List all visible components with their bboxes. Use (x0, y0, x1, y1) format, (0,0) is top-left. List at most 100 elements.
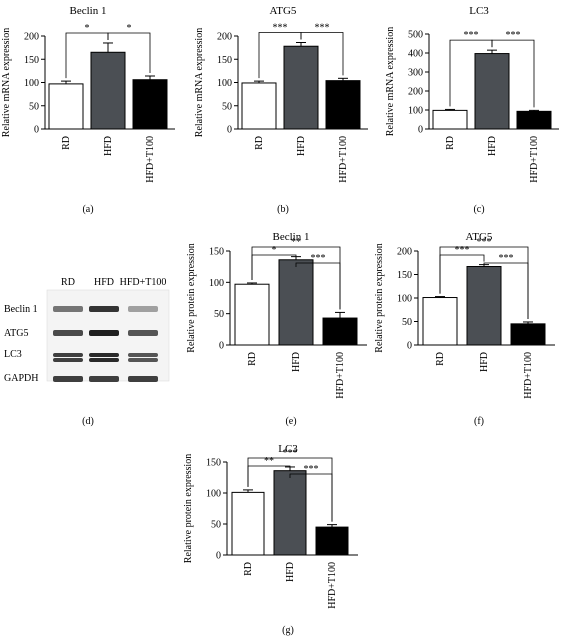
y-tick-label: 50 (29, 101, 39, 112)
y-tick-label: 150 (217, 55, 232, 66)
significance-label: * (85, 23, 90, 34)
bar-hfd-t100 (510, 323, 546, 346)
chart-title: LC3 (278, 443, 298, 455)
blot-panel-label: (d) (82, 416, 94, 427)
blot-band-lc3-lower-rd (53, 358, 83, 362)
bar-hfd (466, 266, 502, 346)
bar-hfd (283, 45, 319, 130)
y-tick-label: 200 (24, 32, 39, 43)
significance-label: *** (315, 23, 330, 34)
x-tick-label: HFD (285, 562, 296, 582)
y-tick-label: 150 (397, 270, 412, 281)
bar-rd (234, 283, 270, 346)
chart-panel-e: Beclin 1 0 50 100 150 Relative protein expres… (186, 231, 367, 427)
x-tick-label: RD (61, 136, 72, 150)
panel-label: (c) (473, 204, 484, 215)
blot-col-header-hfd-t100: HFD+T100 (120, 277, 167, 288)
significance-bracket (107, 32, 151, 73)
x-tick-label: HFD (103, 136, 114, 156)
chart-title: LC3 (469, 5, 489, 17)
bar-hfd-t100 (322, 317, 358, 346)
chart-panel-g: LC3 0 50 100 150 Relative protein expression R… (183, 443, 358, 636)
y-tick-label: 50 (211, 520, 221, 531)
x-tick-label: RD (435, 352, 446, 366)
x-tick-label: HFD+T100 (338, 136, 349, 183)
y-tick-label: 500 (408, 30, 423, 41)
significance-label: *** (311, 253, 326, 264)
significance-bracket (491, 39, 535, 108)
y-tick-label: 200 (408, 87, 423, 98)
significance-bracket (300, 32, 344, 76)
y-tick-label: 0 (407, 341, 412, 352)
blot-band-lc3-hfd-t100 (128, 353, 158, 357)
y-tick-label: 100 (397, 294, 412, 305)
y-tick-label: 100 (209, 278, 224, 289)
y-tick-label: 50 (222, 101, 232, 112)
y-tick-label: 0 (219, 341, 224, 352)
y-tick-label: 150 (206, 458, 221, 469)
y-tick-label: 100 (217, 78, 232, 89)
bar-rd (231, 491, 265, 556)
y-tick-label: 50 (214, 309, 224, 320)
chart-panel-a: Beclin 1 0 50 100 150 200 Relative mRNA expres… (1, 5, 175, 215)
x-tick-label: RD (243, 562, 254, 576)
y-tick-label: 100 (206, 489, 221, 500)
y-tick-label: 100 (408, 106, 423, 117)
panel-label: (g) (282, 625, 294, 636)
significance-label: *** (273, 23, 288, 34)
x-tick-label: HFD+T100 (523, 352, 534, 399)
western-blot-panel: RD HFD HFD+T100 Beclin 1 ATG5 LC3 GAPDH … (4, 277, 170, 427)
y-tick-label: 200 (397, 247, 412, 258)
significance-label: *** (506, 30, 521, 41)
significance-bracket (247, 457, 333, 522)
bar-rd (432, 109, 468, 130)
significance-bracket (439, 246, 529, 319)
blot-row-label-beclin1: Beclin 1 (4, 304, 38, 315)
panel-label: (a) (82, 204, 93, 215)
significance-label: ** (264, 456, 274, 467)
y-tick-label: 50 (402, 317, 412, 328)
blot-band-lc3-lower-hfd (89, 358, 119, 362)
x-tick-label: HFD+T100 (145, 136, 156, 183)
y-tick-label: 200 (217, 32, 232, 43)
significance-label: * (127, 23, 132, 34)
blot-row-label-gapdh: GAPDH (4, 373, 38, 384)
blot-band-beclin1-rd (53, 306, 83, 312)
panel-label: (b) (277, 204, 289, 215)
y-tick-label: 0 (34, 125, 39, 136)
y-tick-label: 0 (418, 125, 423, 136)
y-axis-label: Relative mRNA expression (194, 28, 205, 137)
x-tick-label: RD (445, 136, 456, 150)
x-tick-label: RD (254, 136, 265, 150)
bar-hfd (90, 51, 126, 130)
significance-label: *** (304, 464, 319, 475)
significance-label: *** (477, 237, 492, 248)
blot-band-lc3-rd (53, 353, 83, 357)
bar-hfd (273, 470, 307, 556)
significance-label: * (272, 245, 277, 256)
blot-band-lc3-lower-hfd-t100 (128, 358, 158, 362)
significance-bracket (251, 246, 341, 310)
blot-col-header-hfd: HFD (94, 277, 114, 288)
bar-rd (422, 297, 458, 346)
significance-label: ** (291, 237, 301, 248)
blot-band-gapdh-rd (53, 376, 83, 382)
blot-band-atg5-hfd (89, 330, 119, 336)
panel-label: (f) (474, 416, 484, 427)
chart-title: Beclin 1 (70, 5, 107, 17)
bar-hfd-t100 (325, 80, 361, 130)
blot-col-header-rd: RD (61, 277, 75, 288)
blot-band-atg5-hfd-t100 (128, 330, 158, 336)
bar-rd (241, 82, 277, 130)
y-axis-label: Relative mRNA expression (1, 28, 12, 137)
y-tick-label: 300 (408, 68, 423, 79)
blot-row-label-lc3: LC3 (4, 349, 22, 360)
x-tick-label: HFD (296, 136, 307, 156)
y-axis-label: Relative protein expression (183, 454, 194, 563)
blot-band-atg5-rd (53, 330, 83, 336)
significance-label: *** (455, 245, 470, 256)
y-tick-label: 400 (408, 49, 423, 60)
y-tick-label: 150 (209, 247, 224, 258)
x-tick-label: HFD+T100 (335, 352, 346, 399)
